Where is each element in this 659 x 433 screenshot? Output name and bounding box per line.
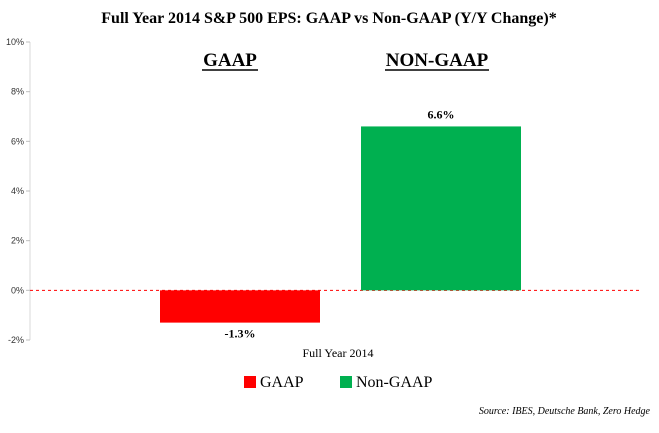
- legend-label-non-gaap: Non-GAAP: [356, 374, 433, 391]
- category-headings: GAAP NON-GAAP: [202, 50, 489, 71]
- non-gaap-data-label: 6.6%: [428, 107, 455, 121]
- y-tick-label: 6%: [11, 136, 24, 146]
- bars-group: [160, 126, 521, 323]
- legend-swatch-non-gaap: [340, 376, 352, 388]
- legend: GAAP Non-GAAP: [244, 374, 433, 391]
- y-tick-label: 10%: [6, 37, 24, 47]
- y-tick-label: 2%: [11, 236, 24, 246]
- y-tick-label: 8%: [11, 87, 24, 97]
- x-category-label: Full Year 2014: [302, 346, 373, 360]
- data-labels: -1.3% 6.6%: [225, 107, 455, 340]
- heading-non-gaap: NON-GAAP: [386, 50, 489, 71]
- gaap-bar: [160, 290, 320, 323]
- heading-gaap: GAAP: [203, 50, 257, 71]
- y-tick-label: 4%: [11, 186, 24, 196]
- source-note: Source: IBES, Deutsche Bank, Zero Hedge: [479, 406, 651, 417]
- chart-title: Full Year 2014 S&P 500 EPS: GAAP vs Non-…: [101, 10, 556, 27]
- y-tick-label: 0%: [11, 285, 24, 295]
- y-axis-ticks: -2% 0% 2% 4% 6% 8% 10%: [6, 37, 30, 345]
- non-gaap-bar: [361, 126, 521, 291]
- legend-label-gaap: GAAP: [260, 374, 304, 391]
- legend-swatch-gaap: [244, 376, 256, 388]
- gaap-data-label: -1.3%: [225, 327, 256, 341]
- y-tick-label: -2%: [8, 335, 24, 345]
